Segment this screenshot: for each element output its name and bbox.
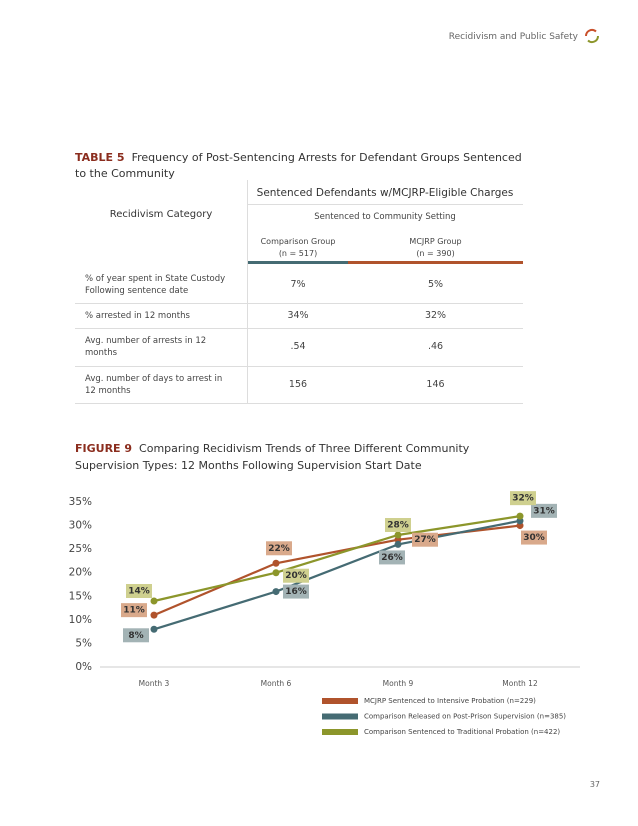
table-cell: .46 bbox=[427, 341, 444, 352]
table-cell: Avg. number of days to arrest in 12 mont… bbox=[85, 373, 223, 396]
figure-title: Comparing Recidivism Trends of Three Dif… bbox=[75, 442, 470, 472]
data-label: 28% bbox=[387, 521, 409, 531]
point bbox=[150, 625, 158, 633]
row-border bbox=[75, 366, 523, 367]
figure-label: FIGURE 9 bbox=[75, 442, 133, 455]
point bbox=[394, 540, 402, 548]
x-tick-label: Month 3 bbox=[139, 679, 170, 688]
table-cell: Avg. number of arrests in 12 months bbox=[85, 336, 207, 358]
y-tick-label: 0% bbox=[75, 661, 92, 673]
point bbox=[272, 588, 280, 596]
point bbox=[150, 611, 158, 619]
x-tick-label: Month 6 bbox=[261, 679, 292, 688]
column-header: MCJRP Group (n = 390) bbox=[348, 236, 523, 260]
data-label: 30% bbox=[523, 533, 545, 543]
label-box bbox=[123, 628, 149, 643]
y-tick-label: 10% bbox=[69, 614, 92, 626]
table-cell: 5% bbox=[427, 279, 444, 290]
y-tick-label: 15% bbox=[69, 590, 92, 602]
table-cell: 34% bbox=[287, 309, 309, 321]
table-label: TABLE 5 bbox=[75, 151, 125, 164]
table-cell: 146 bbox=[426, 378, 445, 390]
column-name: Comparison Group bbox=[260, 237, 336, 246]
point bbox=[272, 559, 280, 567]
table-cell: % of year spent in State Custody Followi… bbox=[85, 274, 226, 296]
underline bbox=[348, 261, 523, 264]
chart: 0% 5% 10% 15% 20% 25% 30% 35% Month 3 Month 6 Mont… bbox=[69, 491, 580, 736]
label-box bbox=[283, 584, 309, 599]
legend-label: Comparison Released on Post-Prison Super… bbox=[364, 713, 566, 721]
label-box bbox=[385, 518, 411, 532]
y-tick-label: 20% bbox=[69, 567, 92, 579]
data-label: 22% bbox=[268, 544, 290, 554]
point bbox=[150, 597, 158, 605]
figure-caption: FIGURE 9 Comparing Recidivism Trends of … bbox=[75, 440, 535, 474]
data-label: 20% bbox=[285, 571, 307, 581]
point bbox=[394, 531, 402, 539]
data-label: 8% bbox=[128, 631, 143, 641]
table-cell: 32% bbox=[424, 309, 447, 321]
line bbox=[153, 519, 521, 631]
label-box bbox=[510, 491, 536, 506]
data-label: 11% bbox=[123, 606, 145, 616]
data-label: 27% bbox=[414, 535, 436, 545]
y-tick-label: 25% bbox=[69, 543, 92, 555]
table-cell: % arrested in 12 months bbox=[85, 310, 190, 321]
data-label: 26% bbox=[381, 553, 403, 563]
running-header: Recidivism and Public Safety bbox=[448, 32, 578, 42]
legend-swatch bbox=[322, 713, 358, 720]
row-border bbox=[75, 328, 523, 329]
legend-swatch bbox=[322, 698, 358, 704]
table-cell: 7% bbox=[290, 279, 306, 290]
line bbox=[153, 515, 521, 603]
label-box bbox=[126, 584, 152, 598]
label-box bbox=[412, 532, 438, 547]
underline bbox=[248, 261, 348, 264]
table-caption: TABLE 5 Frequency of Post-Sentencing Arr… bbox=[75, 150, 535, 182]
data-label: 16% bbox=[285, 587, 307, 597]
legend-label: MCJRP Sentenced to Intensive Probation (… bbox=[364, 697, 536, 705]
table-title: Frequency of Post-Sentencing Arrests for… bbox=[75, 151, 522, 180]
row-header: Recidivism Category bbox=[109, 209, 213, 220]
y-tick-label: 5% bbox=[75, 637, 92, 649]
row-border bbox=[75, 403, 523, 404]
legend-swatch bbox=[322, 729, 358, 735]
label-box bbox=[121, 603, 147, 618]
column-name: MCJRP Group bbox=[409, 237, 462, 246]
label-box bbox=[379, 550, 405, 565]
divider bbox=[247, 180, 248, 403]
column-n: (n = 390) bbox=[416, 249, 455, 258]
point bbox=[516, 512, 524, 520]
data-label: 31% bbox=[533, 506, 555, 516]
sub-header: Sentenced to Community Setting bbox=[314, 212, 456, 222]
row-border bbox=[75, 303, 523, 304]
label-box bbox=[521, 530, 547, 545]
line bbox=[153, 524, 521, 617]
x-tick-label: Month 12 bbox=[502, 679, 538, 688]
table-cell: 156 bbox=[288, 378, 308, 390]
column-n: (n = 517) bbox=[278, 249, 318, 258]
header-icon bbox=[584, 28, 600, 44]
legend-label: Comparison Sentenced to Traditional Prob… bbox=[364, 728, 560, 736]
table-cell: .54 bbox=[290, 341, 306, 352]
group-header: Sentenced Defendants w/MCJRP-Eligible Ch… bbox=[247, 182, 523, 205]
point bbox=[272, 569, 280, 577]
label-box bbox=[266, 541, 292, 556]
data-label: 32% bbox=[512, 494, 534, 504]
data-label: 14% bbox=[128, 587, 150, 597]
label-box bbox=[531, 503, 557, 518]
x-tick-label: Month 9 bbox=[383, 679, 414, 688]
y-tick-label: 30% bbox=[69, 520, 92, 532]
y-tick-label: 35% bbox=[69, 496, 92, 508]
label-box bbox=[283, 568, 309, 583]
column-header: Comparison Group (n = 517) bbox=[248, 236, 348, 260]
page-number: 37 bbox=[589, 780, 600, 789]
